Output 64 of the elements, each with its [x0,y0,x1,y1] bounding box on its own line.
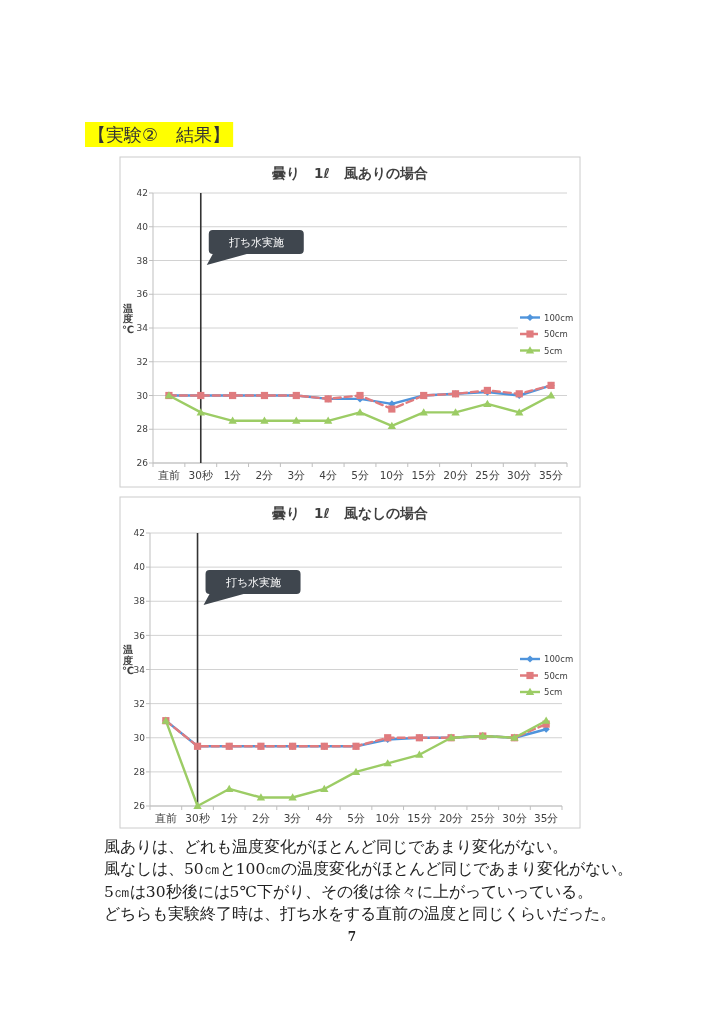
x-tick-label: 3分 [287,468,306,481]
text: 風なしは、50㎝と100㎝の温度変化がほとんど同じであまり変化がない。 [104,860,634,879]
text: 【実験② 結果】 [88,124,231,145]
x-tick-label: 20分 [443,468,468,481]
x-tick-label: 30秒 [185,811,210,824]
x-tick-label: 5分 [347,811,365,824]
text: 7 [347,930,357,945]
y-tick-label: 40 [133,562,146,573]
text: 5㎝は30秒後には5℃下がり、その後は徐々に上がっていっている。 [104,882,593,901]
x-tick-label: 25分 [475,468,500,481]
y-tick-label: 26 [136,458,149,469]
legend-label: 50cm [544,329,568,339]
y-tick-label: 38 [133,596,146,607]
y-tick-label: 42 [133,528,145,539]
x-tick-label: 4分 [319,468,337,481]
x-tick-label: 30分 [502,811,527,824]
x-tick-label: 15分 [411,468,436,481]
y-axis-title: 温度℃ [121,644,135,676]
legend-label: 50cm [544,670,568,681]
y-tick-label: 42 [136,188,148,199]
y-tick-label: 28 [136,424,149,435]
x-tick-label: 30秒 [188,468,213,481]
x-tick-label: 10分 [379,468,405,481]
y-tick-label: 30 [133,732,146,743]
ref-line-label: 打ち水実施 [224,576,281,588]
text: 風ありは、どれも温度変化がほとんど同じであまり変化がない。 [104,838,568,856]
y-tick-label: 28 [133,767,146,778]
y-tick-label: 38 [136,255,149,266]
chart-title: 曇り 1ℓ 風ありの場合 [272,165,428,181]
y-tick-label: 32 [133,698,145,709]
y-tick-label: 34 [133,664,146,675]
y-tick-label: 30 [136,390,149,401]
x-tick-label: 25分 [470,811,495,824]
x-tick-label: 4分 [315,811,334,824]
callout: 打ち水実施 [206,230,304,265]
y-tick-label: 36 [136,289,149,300]
text: どちらも実験終了時は、打ち水をする直前の温度と同じくらいだった。 [104,904,616,923]
x-tick-label: 3分 [283,811,302,824]
x-tick-label: 35分 [533,811,559,824]
legend-label: 100cm [544,654,574,664]
y-tick-label: 36 [133,630,146,641]
chart-title: 曇り 1ℓ 風なしの場合 [272,505,428,521]
x-tick-label: 2分 [255,468,274,481]
x-tick-label: 直前 [157,468,180,481]
x-tick-label: 1分 [223,468,242,481]
x-tick-label: 直前 [154,811,177,824]
y-tick-label: 40 [136,221,149,232]
x-tick-label: 35分 [538,468,564,481]
y-tick-label: 32 [136,356,148,367]
y-tick-label: 34 [136,323,149,334]
x-tick-label: 15分 [407,811,432,824]
x-tick-label: 10分 [375,811,400,824]
ref-line-label: 打ち水実施 [227,236,284,248]
legend-label: 5cm [544,345,563,356]
x-tick-label: 1分 [220,811,239,824]
legend-label: 5cm [544,687,563,697]
x-tick-label: 2分 [252,811,270,824]
x-tick-label: 20分 [438,811,464,824]
x-tick-label: 30分 [507,468,532,481]
y-tick-label: 26 [133,801,146,812]
legend-label: 100cm [544,312,574,323]
x-tick-label: 5分 [351,468,369,481]
y-axis-title: 温度℃ [121,302,135,335]
callout: 打ち水実施 [203,570,301,605]
